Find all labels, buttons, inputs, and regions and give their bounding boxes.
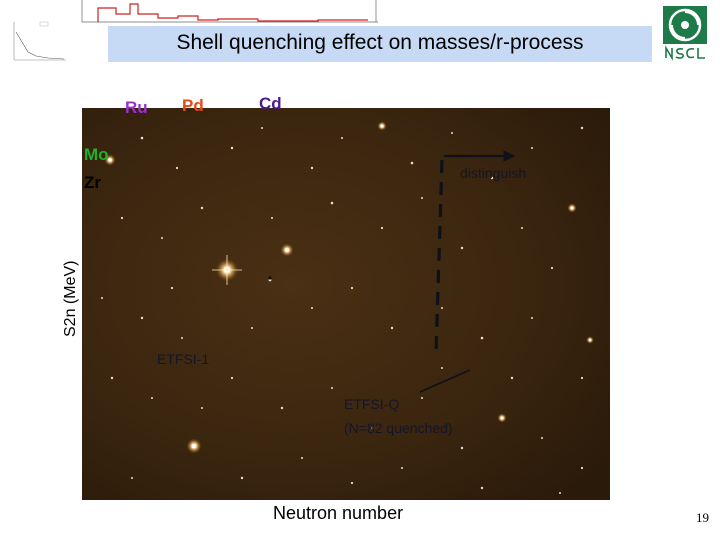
x-axis-label: Neutron number bbox=[273, 503, 404, 523]
nscl-logo-icon bbox=[663, 6, 707, 61]
annotation-distinguish: distinguish bbox=[460, 165, 527, 181]
label-ru: Ru bbox=[125, 98, 148, 117]
thumbnail-histogram-top bbox=[68, 0, 384, 28]
title-banner: Shell quenching effect on masses/r-proce… bbox=[108, 26, 652, 62]
label-mo: Mo bbox=[84, 145, 109, 164]
label-pd: Pd bbox=[182, 96, 204, 115]
label-cd: Cd bbox=[259, 94, 282, 113]
thumbnail-chart-left bbox=[4, 18, 70, 66]
slide-title: Shell quenching effect on masses/r-proce… bbox=[176, 31, 584, 54]
y-axis-label: S2n (MeV) bbox=[62, 260, 79, 337]
starfield-image bbox=[82, 108, 610, 500]
annotation-etfsiq: ETFSI-Q bbox=[344, 396, 400, 412]
label-zr: Zr bbox=[84, 173, 101, 192]
annotation-etfsiq-detail: (N=82 quenched) bbox=[344, 420, 453, 436]
page-number: 19 bbox=[696, 510, 709, 525]
annotation-etfsi1: ETFSI-1 bbox=[157, 351, 210, 367]
